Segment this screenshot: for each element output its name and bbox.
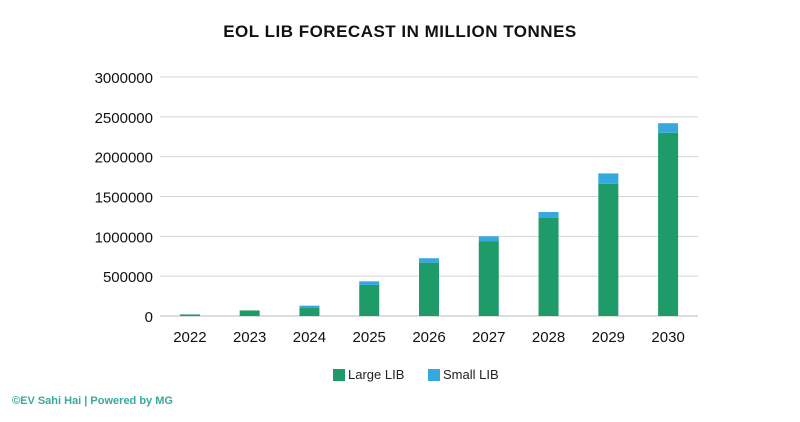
legend-item-small-lib: Small LIB <box>428 367 499 382</box>
bar-large-lib-2022 <box>179 314 200 316</box>
y-tick-label: 2500000 <box>95 110 153 127</box>
y-tick-label: 2000000 <box>95 150 153 167</box>
y-tick-label: 0 <box>145 309 153 326</box>
x-tick-label: 2023 <box>233 329 266 346</box>
bar-large-lib-2030 <box>658 132 679 316</box>
x-tick-label: 2024 <box>293 329 326 346</box>
chart-title: EOL LIB FORECAST IN MILLION TONNES <box>223 22 577 41</box>
y-tick-label: 1500000 <box>95 190 153 207</box>
bar-small-lib-2026 <box>419 258 439 263</box>
y-tick-label: 3000000 <box>95 70 153 87</box>
x-tick-label: 2027 <box>472 329 505 346</box>
bar-small-lib-2028 <box>538 212 559 218</box>
x-tick-label: 2025 <box>353 329 386 346</box>
bar-small-lib-2029 <box>598 173 619 184</box>
bar-large-lib-2028 <box>538 217 559 316</box>
y-tick-label: 500000 <box>103 269 153 286</box>
legend-label-large-lib: Large LIB <box>348 367 405 382</box>
bar-large-lib-2024 <box>299 308 320 316</box>
footer-credit: ©EV Sahi Hai | Powered by MG <box>12 395 173 407</box>
legend-swatch-small-lib <box>428 368 440 381</box>
bar-small-lib-2024 <box>299 305 320 309</box>
bar-large-lib-2023 <box>239 310 260 316</box>
x-tick-label: 2028 <box>532 329 565 346</box>
x-tick-label: 2026 <box>412 329 445 346</box>
legend-label-small-lib: Small LIB <box>443 367 499 382</box>
legend-swatch-large-lib <box>333 368 345 381</box>
bar-large-lib-2027 <box>478 241 499 316</box>
y-tick-label: 1000000 <box>95 229 153 246</box>
bar-large-lib-2026 <box>419 262 439 316</box>
bar-large-lib-2029 <box>598 183 619 316</box>
x-tick-label: 2030 <box>651 329 684 346</box>
x-tick-label: 2022 <box>173 329 206 346</box>
bar-small-lib-2025 <box>359 281 380 285</box>
legend-item-large-lib: Large LIB <box>333 367 404 382</box>
x-tick-label: 2029 <box>592 329 625 346</box>
bar-large-lib-2025 <box>359 284 380 316</box>
bar-small-lib-2030 <box>658 123 679 133</box>
bar-small-lib-2027 <box>478 236 499 242</box>
